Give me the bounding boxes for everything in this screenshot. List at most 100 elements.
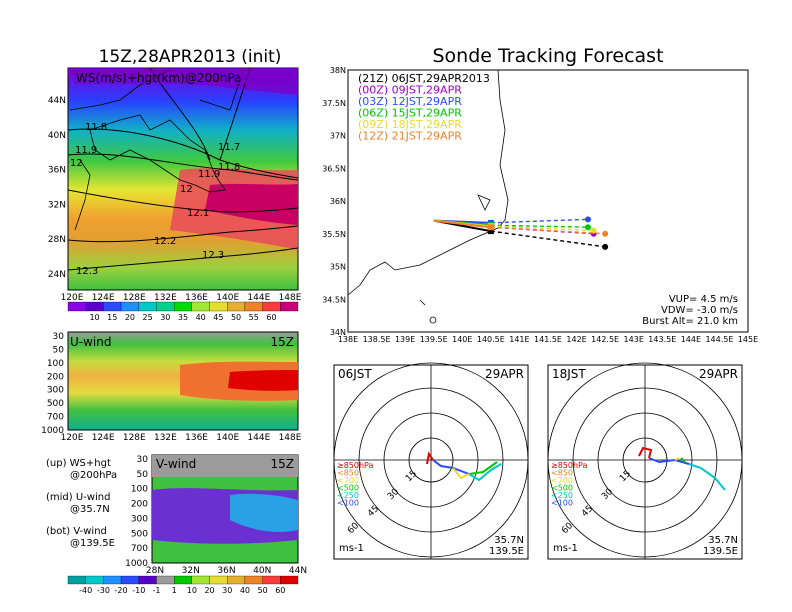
colorbar-cell	[138, 575, 157, 585]
x-tick-label: 138.5E	[363, 335, 391, 344]
level-legend-entry: ≥850hPa	[337, 461, 374, 470]
x-tick-label: 120E	[61, 293, 84, 303]
track-solid	[433, 219, 491, 229]
track-lines	[433, 216, 609, 250]
colorbar-tick: 50	[258, 586, 268, 595]
x-tick-label: 145E	[738, 335, 758, 344]
contour-label: 11.8	[85, 122, 107, 133]
level-legend-entry: <500	[551, 484, 573, 493]
y-tick-label: 36N	[48, 166, 66, 176]
track-x-ticks: 138E 138.5E 139E 139.5E 140E 140.5E 141E 141.5E…	[338, 335, 758, 344]
colorbar-tick: -10	[132, 586, 145, 595]
side-legend: (up) WS+hgt @200hPa (mid) U-wind @35.7N …	[46, 458, 117, 549]
track-legend: (21Z) 06JST,29APR2013(00Z) 09JST,29APR(0…	[358, 72, 490, 143]
y-tick-label: 200	[47, 372, 64, 382]
y-tick-label: 34N	[330, 328, 346, 337]
level-legend-entry: <850	[337, 469, 359, 478]
y-tick-label: 100	[131, 485, 148, 495]
track-stat: VUP= 4.5 m/s	[669, 294, 738, 305]
u-wind-panel: U-wind 15Z 120E 124E 128E 132E 136E 140E 144E 1…	[41, 331, 302, 443]
legend-bot-1: (bot) V-wind	[46, 526, 107, 537]
contour-label: 11.7	[218, 142, 240, 153]
hodo-trace	[426, 451, 434, 465]
contour-labels: 11.8 11.9 12 12 11.7 11.8 11.9 12.1 12.2…	[70, 122, 240, 277]
colorbar-cell	[227, 301, 246, 312]
colorbar-tick: 40	[240, 586, 250, 595]
y-tick-label: 35N	[330, 263, 346, 272]
level-legend-entry: <700	[337, 476, 359, 485]
y-tick-label: 36.5N	[322, 164, 346, 173]
y-tick-label: 38N	[330, 66, 346, 75]
hodo-lon: 139.5E	[703, 546, 738, 557]
colorbar-tick: 60	[266, 313, 276, 322]
hodograph-18jst: 18JST 29APR1530456035.7N139.5Ems-1≥850hPa…	[547, 362, 743, 560]
x-tick-label: 132E	[154, 293, 177, 303]
colorbar-tick: 45	[213, 313, 223, 322]
track-legend-entry: (03Z) 12JST,29APR	[358, 95, 462, 108]
hodo-left-label: 18JST	[552, 367, 586, 381]
colorbar-cell	[280, 575, 299, 585]
level-legend-entry: <850	[551, 469, 573, 478]
colorbar-tick: 40	[196, 313, 206, 322]
hodo-trace	[432, 459, 470, 475]
hodo-right-label: 29APR	[485, 367, 524, 381]
colorbar-cell	[120, 575, 139, 585]
x-tick-label: 124E	[92, 293, 115, 303]
colorbar-cell	[227, 575, 246, 585]
track-legend-entry: (09Z) 18JST,29APR	[358, 118, 462, 131]
colorbar-cell	[156, 575, 175, 585]
colorbar-tick: 35	[178, 313, 188, 322]
contour-label: 12	[70, 158, 83, 169]
tracking-panel: (21Z) 06JST,29APR2013(00Z) 09JST,29APR(0…	[322, 66, 758, 344]
x-tick-label: 142.5E	[591, 335, 619, 344]
colorbar-cell	[103, 301, 122, 312]
y-tick-label: 50	[137, 470, 149, 480]
colorbar-tick: 50	[231, 313, 241, 322]
x-tick-label: 139E	[395, 335, 415, 344]
ws-y-ticks: 44N 40N 36N 32N 28N 24N	[48, 96, 66, 280]
y-tick-label: 30	[53, 332, 65, 342]
x-tick-label: 140E	[452, 335, 472, 344]
legend-mid-2: @35.7N	[70, 504, 110, 515]
colorbar-cell	[85, 301, 104, 312]
x-tick-label: 32N	[182, 566, 200, 576]
tracking-coast	[347, 69, 509, 296]
colorbar-cell	[120, 301, 139, 312]
y-tick-label: 44N	[48, 96, 66, 106]
colorbar-tick: -20	[115, 586, 128, 595]
x-tick-label: 144.5E	[705, 335, 733, 344]
colorbar-cell	[262, 301, 281, 312]
legend-up-2: @200hPa	[70, 470, 117, 481]
hodo-lat: 35.7N	[708, 535, 738, 546]
y-tick-label: 500	[131, 529, 148, 539]
x-tick-label: 144E	[247, 293, 270, 303]
y-tick-label: 1000	[125, 559, 148, 569]
init-title: 15Z,28APR2013 (init)	[99, 47, 282, 67]
v-colorbar: -40 -30 -20 -10 -1 1 10 20 30 40 50 60	[67, 575, 299, 595]
track-dashed	[490, 226, 606, 235]
y-tick-label: 28N	[48, 235, 66, 245]
v-gray	[152, 455, 298, 477]
level-legend-entry: <100	[337, 499, 359, 508]
x-tick-label: 143.5E	[648, 335, 676, 344]
colorbar-tick: -30	[97, 586, 110, 595]
x-tick-label: 28N	[146, 566, 164, 576]
y-tick-label: 700	[131, 544, 148, 554]
colorbar-tick: 10	[187, 586, 197, 595]
contour-label: 11.9	[198, 169, 220, 180]
ws-panel-title: WS(m/s)+hgt(km)@200hPa	[76, 71, 241, 85]
landing-marker	[602, 243, 609, 250]
y-tick-label: 100	[47, 359, 64, 369]
ws-x-ticks: 120E 124E 128E 132E 136E 140E 144E 148E	[61, 293, 302, 303]
y-tick-label: 37.5N	[322, 99, 346, 108]
jet-max	[205, 183, 298, 225]
contour-label: 12.3	[202, 250, 224, 261]
level-legend-entry: <250	[337, 491, 359, 500]
colorbar-tick: -1	[152, 586, 160, 595]
level-legend-entry: ≥850hPa	[551, 461, 588, 470]
hodo-trace	[468, 461, 498, 475]
tracking-frame	[347, 69, 749, 333]
colorbar-cell	[67, 301, 86, 312]
track-dashed	[490, 218, 589, 224]
